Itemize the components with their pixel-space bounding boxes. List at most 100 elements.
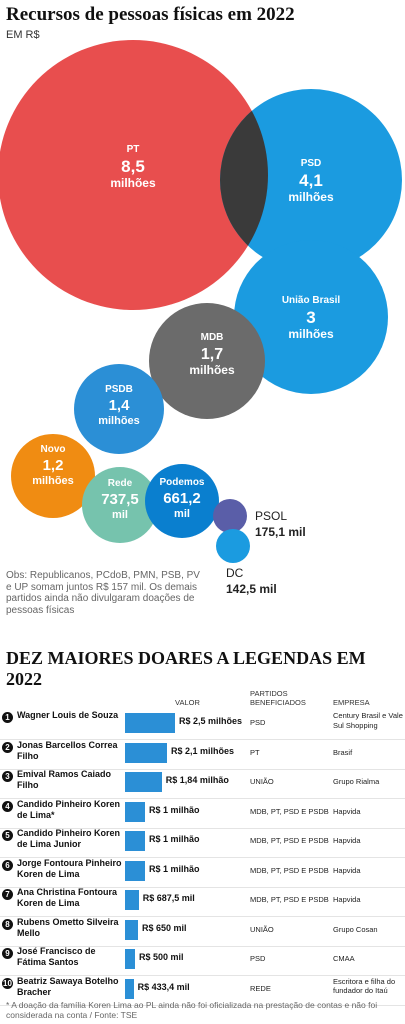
bubble-psd [220, 89, 402, 271]
bubble-label-rede-name: Rede [108, 478, 133, 489]
column-header-value: VALOR [175, 698, 200, 707]
bubble-label-rede-unit: mil [112, 509, 128, 521]
table-row: 10 Beatriz Sawaya Botelho Bracher R$ 433,4… [0, 976, 405, 1006]
beneficiary-parties: MDB, PT, PSD E PSDB [250, 806, 329, 816]
donation-value: R$ 500 mil [139, 952, 184, 962]
column-header-company: EMPRESA [333, 698, 370, 707]
bubble-label-novo-unit: milhões [32, 475, 74, 487]
rank-badge: 3 [2, 771, 13, 782]
bubble-label-psol-value: 175,1 mil [255, 525, 306, 539]
donation-value: R$ 1 milhão [149, 834, 200, 844]
rank-badge: 9 [2, 948, 13, 959]
table-row: 6 Jorge Fontoura Pinheiro Koren de Lima R$… [0, 858, 405, 888]
bubble-label-psd-unit: milhões [288, 190, 334, 204]
bubble-label-uniao-brasil-name: União Brasil [282, 295, 341, 306]
row-divider [0, 857, 405, 858]
bubble-uniao-brasil [234, 240, 388, 394]
rank-badge: 5 [2, 830, 13, 841]
company: Hapvida [333, 895, 361, 904]
row-divider [0, 768, 405, 770]
company: Hapvida [333, 806, 361, 816]
donor-name: Jorge Fontoura Pinheiro Koren de Lima [17, 857, 122, 879]
table-row: 3 Emival Ramos Caiado Filho R$ 1,84 milhão… [0, 769, 405, 799]
company: Hapvida [333, 836, 361, 845]
donation-value: R$ 1 milhão [149, 804, 200, 815]
bubble-label-psdb-unit: milhões [98, 415, 140, 427]
bubble-psol [213, 499, 247, 533]
beneficiary-parties: PT [250, 747, 260, 757]
bubble-label-mdb-name: MDB [201, 332, 224, 343]
beneficiary-parties: PSD [250, 954, 266, 963]
beneficiary-parties: PSD [250, 718, 266, 727]
company: Grupo Rialma [333, 777, 380, 786]
bubble-label-novo-name: Novo [41, 444, 66, 455]
row-divider [0, 886, 405, 888]
bubble-label-pt-name: PT [127, 144, 140, 155]
donation-value: R$ 2,1 milhões [171, 745, 235, 756]
bubble-label-psdb-name: PSDB [105, 384, 133, 395]
bubble-mdb [149, 303, 265, 419]
donation-bar [125, 772, 162, 792]
table-row: 2 Jonas Barcellos Correa Filho R$ 2,1 milh… [0, 740, 405, 770]
donation-bar [125, 890, 139, 910]
donor-name: Ana Christina Fontoura Koren de Lima [17, 887, 118, 908]
donation-value: R$ 1,84 milhão [165, 775, 229, 785]
rank-badge: 2 [2, 741, 13, 753]
bubble-label-psd-value: 4,1 [299, 171, 323, 190]
bubble-label-mdb-unit: milhões [189, 363, 235, 377]
rank-badge: 4 [2, 800, 13, 812]
bubble-label-rede-value: 737,5 [101, 491, 139, 508]
row-divider [0, 975, 405, 976]
bubble-label-dc-value: 142,5 mil [226, 582, 277, 596]
donation-bar [125, 742, 167, 763]
row-divider [0, 798, 405, 799]
bubble-label-podemos-unit: mil [174, 508, 190, 520]
chart-subtitle: EM R$ [6, 29, 40, 41]
company: Brasif [333, 747, 353, 757]
row-divider [0, 739, 405, 740]
donor-name: Rubens Ometto Silveira Mello [17, 916, 119, 938]
rank-badge: 6 [2, 859, 13, 871]
beneficiary-parties: UNIÃO [250, 777, 274, 786]
donor-name: Jonas Barcellos Correa Filho [17, 739, 118, 761]
bubble-podemos [145, 464, 219, 538]
rank-badge: 8 [2, 918, 13, 930]
donation-bar [125, 919, 138, 940]
row-divider [0, 945, 405, 947]
row-divider [0, 916, 405, 917]
donation-value: R$ 433,4 mil [137, 981, 190, 992]
rank-badge: 10 [2, 977, 13, 989]
company: Hapvida [333, 865, 361, 875]
bubble-label-psd-name: PSD [301, 158, 322, 169]
bubble-novo [11, 434, 95, 518]
table-row: 8 Rubens Ometto Silveira Mello R$ 650 mil U… [0, 917, 405, 947]
beneficiary-parties: MDB, PT, PSD E PSDB [250, 895, 329, 904]
table-row: 7 Ana Christina Fontoura Koren de Lima R$ … [0, 887, 405, 917]
beneficiary-parties: MDB, PT, PSD E PSDB [250, 865, 329, 875]
donor-name: Emival Ramos Caiado Filho [17, 769, 112, 790]
donor-name: Wagner Louis de Souza [17, 710, 119, 720]
chart-title: Recursos de pessoas físicas em 2022 [6, 4, 295, 25]
bubble-label-pt-unit: milhões [110, 176, 156, 190]
donor-name: José Francisco de Fátima Santos [17, 946, 96, 967]
bubble-pt [0, 40, 268, 310]
table-footnote: * A doação da família Koren Lima ao PL a… [6, 1000, 378, 1020]
donor-name: Candido Pinheiro Koren de Lima* [17, 798, 121, 820]
bubble-label-psol-name: PSOL [255, 509, 287, 523]
table-row: 4 Candido Pinheiro Koren de Lima* R$ 1 mil… [0, 799, 405, 829]
company: Escritora e filha do fundador do Itaú [333, 976, 396, 996]
donation-value: R$ 1 milhão [149, 863, 200, 874]
rank-badge: 7 [2, 889, 13, 900]
row-divider [0, 827, 405, 829]
donation-bar [125, 801, 145, 822]
company: Century Brasil e Vale Sul Shopping [333, 711, 403, 730]
bubble-rede [82, 467, 158, 543]
table-row: 1 Wagner Louis de Souza R$ 2,5 milhões PSD C… [0, 710, 405, 740]
row-divider [0, 1004, 405, 1006]
bubble-label-psdb-value: 1,4 [109, 397, 131, 414]
bubble-label-mdb-value: 1,7 [201, 346, 223, 363]
beneficiary-parties: UNIÃO [250, 924, 274, 934]
bubble-label-dc-name: DC [226, 566, 244, 580]
beneficiary-parties: MDB, PT, PSD E PSDB [250, 836, 329, 845]
